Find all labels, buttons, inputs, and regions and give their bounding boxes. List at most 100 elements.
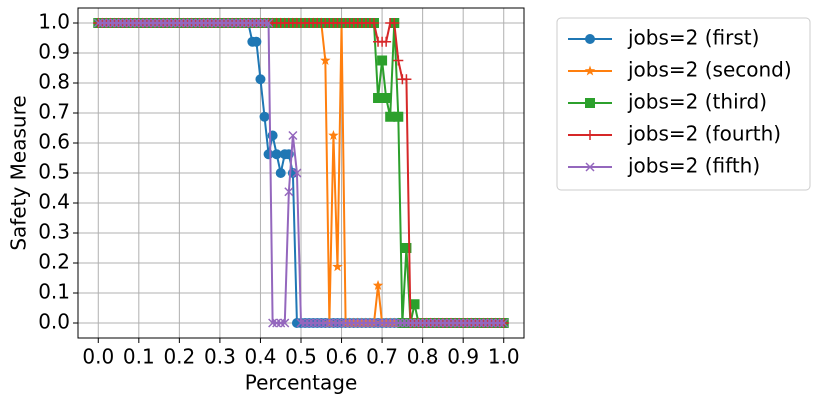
data-point: [337, 318, 347, 328]
data-point: [328, 130, 339, 140]
data-point: [296, 318, 306, 328]
x-tick-label: 0.6: [326, 345, 358, 369]
legend-box: [556, 17, 811, 191]
data-point: [409, 318, 420, 328]
data-point: [276, 318, 286, 328]
data-point: [373, 318, 383, 328]
data-point: [304, 318, 314, 328]
data-point: [332, 318, 343, 328]
data-point: [191, 18, 201, 28]
legend-label: jobs=2 (second): [627, 58, 792, 82]
data-point: [280, 318, 290, 328]
data-point: [426, 318, 436, 328]
legend-label: jobs=2 (third): [627, 90, 767, 114]
data-point: [138, 18, 148, 28]
y-tick-label: 0.3: [38, 220, 70, 244]
data-point: [275, 168, 286, 178]
data-point: [397, 318, 407, 328]
legend-marker: [584, 65, 596, 76]
data-point: [458, 318, 468, 328]
data-point: [312, 318, 322, 328]
data-point: [389, 318, 399, 328]
x-tick-label: 1.0: [488, 345, 520, 369]
x-tick-label: 0.4: [245, 345, 277, 369]
data-point: [292, 168, 302, 178]
data-point: [495, 318, 505, 328]
data-point: [418, 318, 428, 328]
data-point: [207, 18, 217, 28]
legend-marker: [585, 130, 595, 140]
data-point: [487, 318, 497, 328]
data-point: [430, 318, 440, 328]
data-point: [186, 18, 197, 28]
data-point: [320, 55, 331, 65]
data-point: [389, 18, 400, 28]
data-point: [385, 111, 396, 122]
data-point: [271, 149, 282, 160]
data-point: [393, 318, 403, 328]
data-point: [109, 18, 120, 28]
y-tick-label: 0.2: [38, 250, 70, 274]
data-point: [393, 111, 404, 122]
legend-label: jobs=2 (first): [627, 26, 759, 50]
data-point: [414, 318, 424, 328]
data-point: [195, 18, 205, 28]
data-point: [150, 18, 160, 28]
y-tick-label: 0.5: [38, 160, 70, 184]
data-point: [284, 187, 294, 197]
data-point: [264, 18, 274, 28]
data-point: [409, 299, 420, 310]
x-tick-label: 0.9: [447, 345, 479, 369]
y-axis-label: Safety Measure: [7, 95, 31, 250]
data-point: [401, 74, 412, 85]
data-point: [142, 18, 152, 28]
y-tick-label: 1.0: [38, 10, 70, 34]
y-tick-label: 0.8: [38, 70, 70, 94]
data-point: [101, 18, 111, 28]
data-point: [247, 18, 257, 28]
data-point: [320, 318, 330, 328]
data-point: [482, 318, 493, 328]
data-point: [259, 111, 270, 122]
data-point: [446, 318, 456, 328]
data-point: [401, 243, 412, 253]
data-point: [491, 318, 501, 328]
data-point: [393, 55, 404, 66]
data-point: [97, 18, 107, 28]
data-point: [105, 18, 115, 28]
data-point: [251, 18, 261, 28]
data-point: [422, 318, 432, 328]
data-point: [401, 318, 411, 328]
data-point: [381, 93, 392, 103]
data-point: [219, 18, 229, 28]
x-axis-label: Percentage: [245, 371, 358, 395]
data-point: [324, 318, 334, 328]
data-point: [199, 18, 209, 28]
data-point: [365, 318, 375, 328]
y-tick-label: 0.7: [38, 100, 70, 124]
data-point: [357, 318, 367, 328]
data-point: [118, 18, 128, 28]
data-point: [255, 18, 265, 28]
data-point: [288, 130, 298, 141]
legend-marker: [585, 98, 595, 108]
data-point: [158, 18, 168, 28]
data-point: [466, 318, 476, 328]
data-point: [215, 18, 225, 28]
legend-label: jobs=2 (fourth): [627, 122, 781, 146]
data-point: [405, 318, 416, 328]
x-tick-label: 0.7: [366, 345, 398, 369]
y-tick-label: 0.9: [38, 40, 70, 64]
legend-marker: [585, 162, 595, 172]
data-point: [114, 18, 124, 28]
data-point: [478, 318, 488, 328]
data-point: [211, 18, 221, 28]
x-tick-label: 0.2: [163, 345, 195, 369]
data-point: [235, 18, 245, 28]
data-point: [316, 318, 326, 328]
data-point: [178, 18, 188, 28]
data-point: [369, 318, 379, 328]
data-point: [272, 318, 282, 328]
data-point: [381, 36, 392, 47]
data-point: [174, 18, 184, 28]
